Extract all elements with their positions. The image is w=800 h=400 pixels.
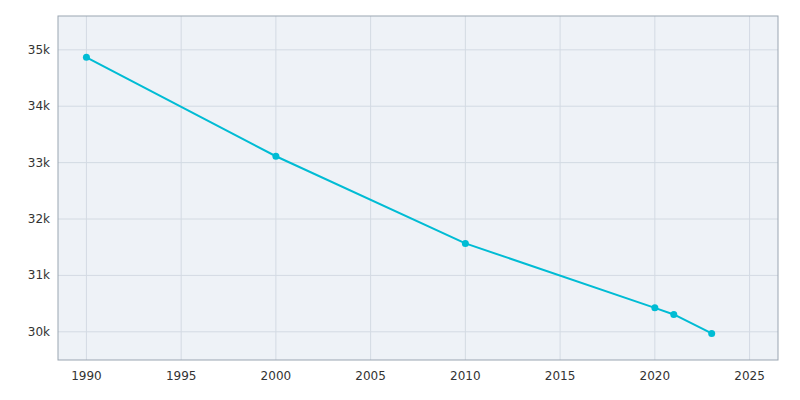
y-grid-line: [58, 106, 778, 107]
x-tick-label: 2000: [261, 369, 292, 383]
y-grid-line: [58, 219, 778, 220]
data-line: [86, 57, 711, 333]
x-tick-label: 2005: [355, 369, 386, 383]
x-grid-line: [181, 16, 182, 360]
y-grid-line: [58, 275, 778, 276]
grid: [58, 16, 778, 360]
x-tick-label: 2010: [450, 369, 481, 383]
x-tick-label: 2020: [640, 369, 671, 383]
y-tick-label: 30k: [28, 325, 50, 339]
x-tick-label: 1990: [71, 369, 102, 383]
x-tick-label: 1995: [166, 369, 197, 383]
y-grid-line: [58, 162, 778, 163]
y-tick-label: 32k: [28, 212, 50, 226]
data-point: [670, 311, 677, 318]
plot-frame: [58, 16, 778, 360]
y-tick-label: 33k: [28, 156, 50, 170]
chart-container: 1990 1995 2000 2005 2010 2015 2020 2025 30k 31k 32…: [0, 0, 800, 400]
y-tick-label: 31k: [28, 268, 50, 282]
page: {"chart_data": {"type": "line", "x": [19…: [0, 0, 800, 400]
data-point: [272, 153, 279, 160]
data-point: [708, 330, 715, 337]
tick-labels: 1990 1995 2000 2005 2010 2015 2020 2025 30k 31k 32…: [28, 43, 765, 383]
data-point: [651, 304, 658, 311]
x-tick-label: 2025: [734, 369, 765, 383]
x-grid-line: [86, 16, 87, 360]
x-tick-label: 2015: [545, 369, 576, 383]
data-point: [462, 240, 469, 247]
x-grid-line: [749, 16, 750, 360]
x-grid-line: [465, 16, 466, 360]
chart-svg: 1990 1995 2000 2005 2010 2015 2020 2025 30k 31k 32…: [0, 0, 800, 400]
data-point: [83, 54, 90, 61]
data: [83, 54, 715, 337]
x-grid-line: [370, 16, 371, 360]
y-grid-line: [58, 331, 778, 332]
x-grid-line: [275, 16, 276, 360]
plot-background: [58, 16, 778, 360]
y-grid-line: [58, 49, 778, 50]
y-tick-label: 34k: [28, 99, 50, 113]
x-grid-line: [560, 16, 561, 360]
y-tick-label: 35k: [28, 43, 50, 57]
